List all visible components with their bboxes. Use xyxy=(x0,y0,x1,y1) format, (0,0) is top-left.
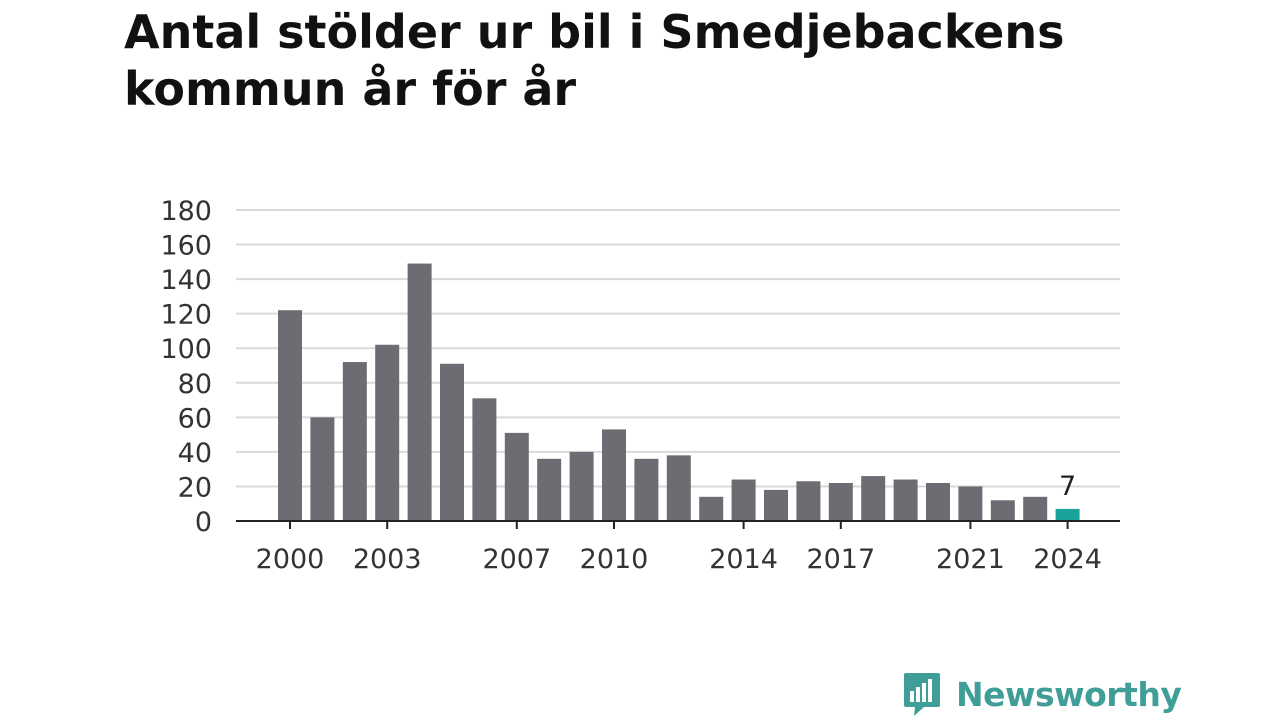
bar-2010 xyxy=(602,429,626,521)
data-labels: 7 xyxy=(1059,471,1076,502)
bar-2015 xyxy=(764,489,788,521)
bar-2013 xyxy=(699,496,724,521)
x-axis-labels: 2000 2003 2007 2010 2014 2017 2021 2024 xyxy=(256,544,1102,575)
x-tick-label: 2003 xyxy=(353,544,422,575)
bar-2014 xyxy=(731,479,756,521)
bar-2002 xyxy=(342,362,367,521)
x-tick-label: 2007 xyxy=(482,544,551,575)
bar-2022 xyxy=(990,500,1015,521)
bar-2000 xyxy=(278,310,302,521)
bar-2019 xyxy=(893,479,918,521)
y-tick-label: 160 xyxy=(160,231,212,262)
bar-2017 xyxy=(828,482,853,521)
x-tick-label: 2014 xyxy=(709,544,778,575)
y-tick-label: 0 xyxy=(195,507,212,538)
chart-title: Antal stölder ur bil i Smedjebackens kom… xyxy=(124,5,1065,116)
bar-2021 xyxy=(958,486,983,521)
bar-2008 xyxy=(537,458,562,521)
y-tick-label: 20 xyxy=(178,472,212,503)
bar-2016 xyxy=(796,481,821,521)
y-tick-label: 40 xyxy=(178,438,212,469)
x-tick-label: 2010 xyxy=(580,544,649,575)
bar-2011 xyxy=(634,458,659,521)
y-tick-label: 100 xyxy=(160,334,212,365)
bar-2023 xyxy=(1023,496,1048,521)
brand-name: Newsworthy xyxy=(956,674,1182,714)
bar-2007 xyxy=(504,432,529,521)
newsworthy-chart-bubble-icon xyxy=(904,673,940,716)
bar-2004 xyxy=(407,263,432,521)
brand: Newsworthy xyxy=(902,670,1182,718)
y-tick-label: 180 xyxy=(160,196,212,227)
y-tick-label: 120 xyxy=(160,300,212,331)
bar-2006 xyxy=(472,398,497,521)
y-tick-label: 60 xyxy=(178,403,212,434)
data-label-2024: 7 xyxy=(1059,471,1076,502)
x-tick-label: 2017 xyxy=(806,544,875,575)
bar-2001 xyxy=(310,417,335,521)
x-axis-ticks xyxy=(289,521,1069,529)
bars xyxy=(278,263,1080,521)
grid-lines xyxy=(236,209,1120,488)
bar-2009 xyxy=(569,451,594,521)
y-tick-label: 80 xyxy=(178,369,212,400)
y-tick-label: 140 xyxy=(160,265,212,296)
bar-2012 xyxy=(666,455,691,521)
x-tick-label: 2000 xyxy=(256,544,325,575)
bar-2003 xyxy=(375,344,400,521)
x-tick-label: 2021 xyxy=(936,544,1005,575)
bar-2005 xyxy=(440,363,464,521)
x-tick-label: 2024 xyxy=(1033,544,1102,575)
bar-2018 xyxy=(861,476,886,521)
bar-2024 xyxy=(1055,508,1080,521)
bar-2020 xyxy=(926,482,950,521)
